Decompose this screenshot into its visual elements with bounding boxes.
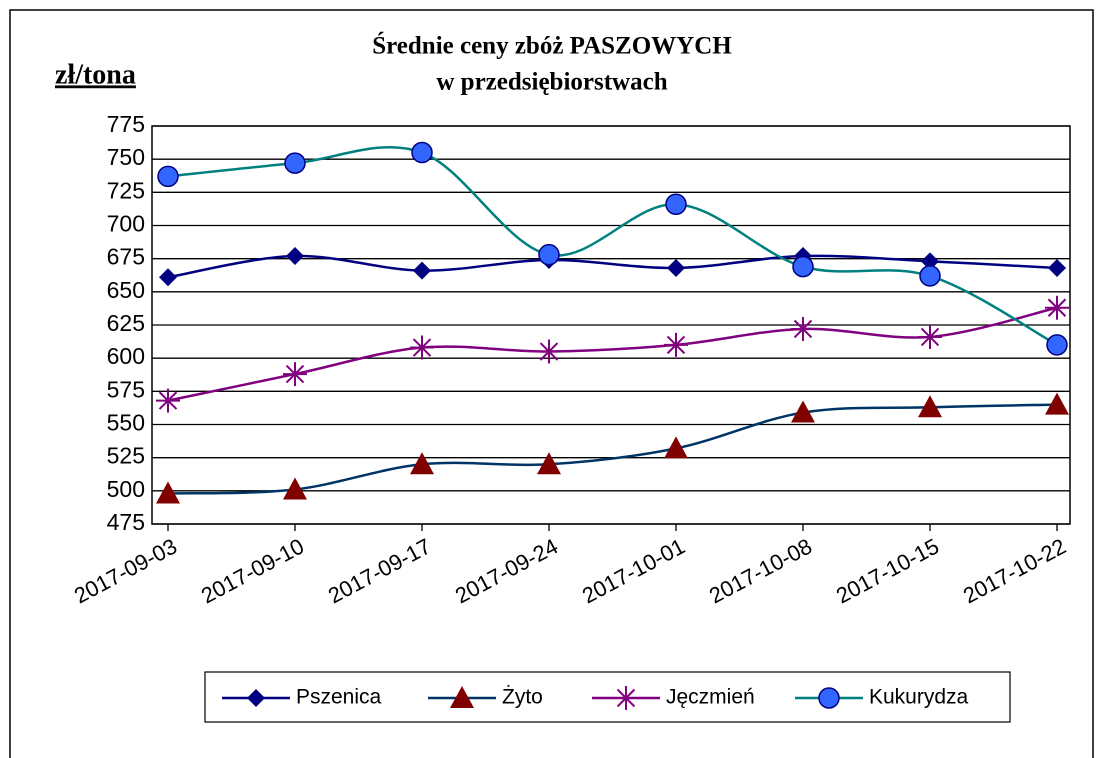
data-point xyxy=(1045,392,1069,415)
data-point xyxy=(1048,258,1066,277)
chart-frame xyxy=(9,9,1094,758)
data-point xyxy=(410,335,434,360)
plot-area xyxy=(151,125,1071,525)
data-point xyxy=(159,268,177,287)
y-tick-label: 600 xyxy=(107,343,145,369)
series-line xyxy=(167,306,1058,402)
chart-title: Średnie ceny zbóż PASZOWYCH xyxy=(372,32,732,60)
data-point xyxy=(283,362,307,387)
data-point xyxy=(921,252,939,271)
data-point xyxy=(665,193,687,216)
data-point xyxy=(286,247,304,266)
y-tick-label: 700 xyxy=(107,211,145,237)
y-tick-label: 525 xyxy=(107,443,145,469)
data-point xyxy=(667,258,685,277)
series-line xyxy=(167,145,1058,346)
data-point xyxy=(1045,295,1069,320)
y-tick-label: 775 xyxy=(107,111,145,137)
y-tick-label: 475 xyxy=(107,509,145,535)
y-tick-label: 575 xyxy=(107,376,145,402)
data-point xyxy=(410,452,434,475)
data-point xyxy=(284,152,306,174)
y-tick-label: 550 xyxy=(107,410,145,436)
y-tick-label: 675 xyxy=(107,244,145,270)
data-point xyxy=(156,388,180,413)
data-point xyxy=(919,265,941,287)
series-line xyxy=(167,403,1058,495)
legend-marker xyxy=(818,687,840,709)
data-point xyxy=(791,316,815,341)
data-point xyxy=(538,243,560,266)
data-point xyxy=(791,400,815,423)
y-tick-label: 625 xyxy=(107,310,145,336)
data-point xyxy=(283,477,307,500)
chart-subtitle: w przedsiębiorstwach xyxy=(436,69,667,96)
data-point xyxy=(413,261,431,280)
data-point xyxy=(792,255,814,278)
legend-label: Żyto xyxy=(502,686,543,709)
data-point xyxy=(537,452,561,475)
data-point xyxy=(157,165,179,188)
data-point xyxy=(918,395,942,418)
data-point xyxy=(1046,334,1068,356)
legend-label: Kukurydza xyxy=(869,686,969,709)
y-tick-label: 650 xyxy=(107,277,145,303)
legend-label: Pszenica xyxy=(296,686,382,709)
y-tick-label: 500 xyxy=(107,476,145,502)
data-point xyxy=(918,324,942,349)
data-point xyxy=(664,436,688,459)
y-tick-label: 725 xyxy=(107,177,145,203)
data-point xyxy=(537,339,561,364)
y-tick-label: 750 xyxy=(107,144,145,170)
legend-label: Jęczmień xyxy=(666,686,755,709)
data-point xyxy=(156,481,180,504)
data-point xyxy=(664,332,688,357)
y-axis-label: zł/tona xyxy=(55,59,136,90)
series-line xyxy=(167,254,1058,279)
data-point xyxy=(411,141,433,164)
legend-marker xyxy=(247,689,265,707)
legend-marker xyxy=(450,686,474,708)
legend-marker xyxy=(614,686,638,710)
